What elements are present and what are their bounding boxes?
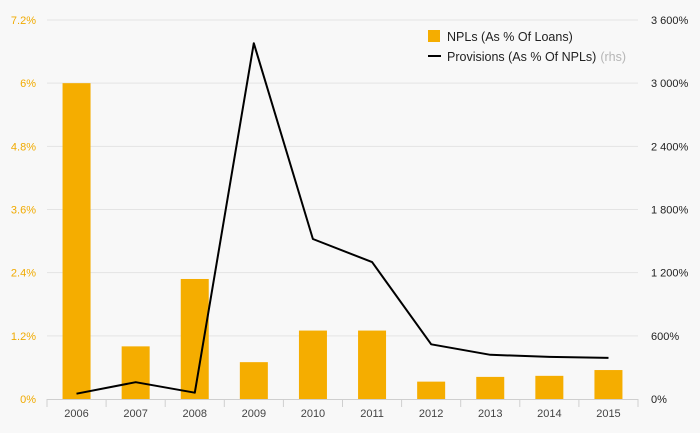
right-tick-label: 3 000% — [651, 78, 689, 90]
npl-bar — [476, 376, 505, 399]
left-axis-ticks: 0% 1.2% 2.4% 3.6% 4.8% 6% 7.2% — [11, 15, 36, 406]
right-axis-ticks: 0% 600% 1 200% 1 800% 2 400% 3 000% 3 600% — [651, 15, 689, 406]
npl-bar — [535, 375, 564, 399]
provisions-line — [76, 42, 609, 395]
legend-swatch-npls — [428, 30, 440, 42]
legend-note-rhs: (rhs) — [600, 50, 626, 64]
right-tick-label: 2 400% — [651, 141, 689, 153]
x-tick-label: 2010 — [301, 408, 325, 420]
legend-label-npls: NPLs (As % Of Loans) — [447, 30, 573, 44]
left-tick-label: 6% — [20, 78, 36, 90]
npl-bar — [358, 330, 387, 399]
left-tick-label: 0% — [20, 394, 36, 406]
x-tick-label: 2015 — [596, 408, 620, 420]
npl-bar — [594, 370, 623, 399]
left-tick-label: 4.8% — [11, 141, 36, 153]
npl-bars — [62, 83, 623, 400]
right-tick-label: 1 200% — [651, 268, 689, 280]
axes — [46, 399, 639, 407]
x-tick-label: 2013 — [478, 408, 502, 420]
right-tick-label: 3 600% — [651, 15, 689, 27]
npl-bar — [62, 83, 91, 400]
x-tick-label: 2006 — [64, 408, 88, 420]
legend-label-provisions-name: Provisions (As % Of NPLs) — [447, 50, 596, 64]
left-tick-label: 1.2% — [11, 331, 36, 343]
npl-bar — [298, 330, 327, 399]
x-tick-label: 2011 — [360, 408, 384, 420]
right-tick-label: 0% — [651, 394, 667, 406]
legend: NPLs (As % Of Loans) Provisions (As % Of… — [428, 30, 626, 64]
x-tick-label: 2008 — [183, 408, 207, 420]
npl-bar — [121, 346, 150, 399]
left-tick-label: 2.4% — [11, 268, 36, 280]
npl-bar — [417, 381, 446, 399]
x-tick-label: 2007 — [123, 408, 147, 420]
legend-label-provisions: Provisions (As % Of NPLs) (rhs) — [447, 50, 626, 64]
right-tick-label: 600% — [651, 331, 679, 343]
left-tick-label: 3.6% — [11, 205, 36, 217]
gridlines — [47, 19, 638, 337]
x-tick-label: 2012 — [419, 408, 443, 420]
x-tick-label: 2014 — [537, 408, 561, 420]
x-axis-ticks: 2006 2007 2008 2009 2010 2011 2012 2013 2014 2015 — [64, 408, 620, 420]
right-tick-label: 1 800% — [651, 205, 689, 217]
x-tick-label: 2009 — [242, 408, 266, 420]
npl-bar — [239, 362, 268, 399]
left-tick-label: 7.2% — [11, 15, 36, 27]
